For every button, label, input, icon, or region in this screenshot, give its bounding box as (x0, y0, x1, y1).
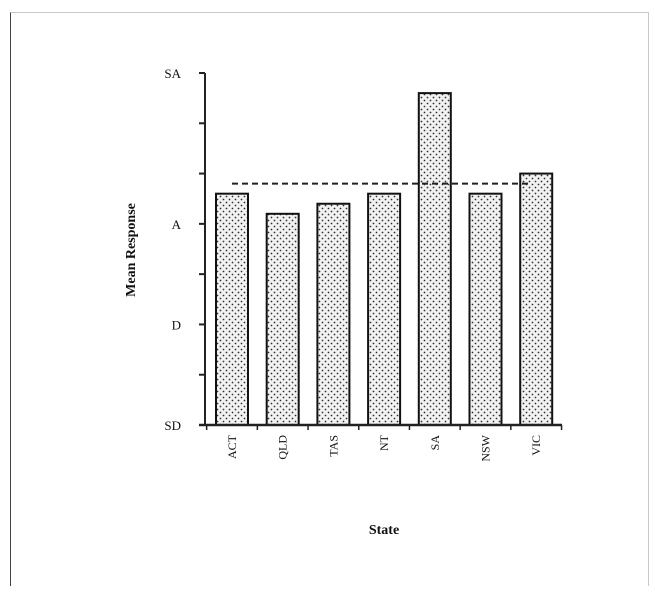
bar-vic (519, 172, 554, 426)
bar-nsw (468, 192, 503, 426)
figure-frame (10, 12, 649, 586)
axes-layer (199, 73, 563, 430)
x-tick-label: QLD (276, 435, 290, 460)
bars-layer (215, 92, 554, 426)
y-tick-label: A (172, 217, 182, 232)
x-tick-label: SA (428, 435, 442, 451)
bar-tas (316, 202, 351, 426)
x-tick-label: NSW (479, 434, 493, 461)
x-tick-label: VIC (529, 435, 543, 456)
y-tick-label: SA (164, 66, 181, 81)
bar-sa (417, 92, 452, 426)
y-ticks-layer: SD D A SA (164, 66, 205, 433)
x-tick-label: ACT (225, 434, 239, 459)
x-tick-label: TAS (326, 435, 340, 457)
x-tick-label: NT (377, 434, 391, 451)
y-tick-label: D (172, 317, 181, 332)
bar-qld (265, 212, 300, 426)
bar-act (215, 192, 249, 426)
x-ticks-layer: ACT QLD TAS NT SA NSW VIC (225, 434, 543, 461)
x-axis-label: State (369, 523, 399, 538)
y-tick-label: SD (164, 418, 181, 433)
y-axis-label: Mean Response (124, 203, 139, 297)
bar-nt (367, 192, 402, 426)
